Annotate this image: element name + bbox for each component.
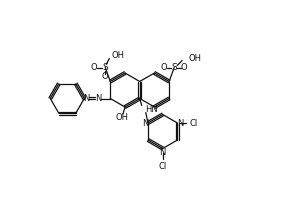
Text: N: N [142,118,148,128]
Text: Cl: Cl [189,118,197,128]
Text: OH: OH [188,54,201,63]
Text: O: O [161,63,167,72]
Text: HN: HN [145,105,157,114]
Text: O: O [181,63,188,72]
Text: O: O [91,63,98,72]
Text: OH: OH [111,51,124,60]
Text: N: N [83,94,89,103]
Text: S: S [171,63,177,72]
Text: S: S [102,63,108,72]
Text: N: N [160,148,166,157]
Text: N: N [177,118,184,128]
Text: OH: OH [116,114,129,122]
Text: O: O [102,72,109,81]
Text: N: N [95,94,101,103]
Text: Cl: Cl [159,162,167,171]
